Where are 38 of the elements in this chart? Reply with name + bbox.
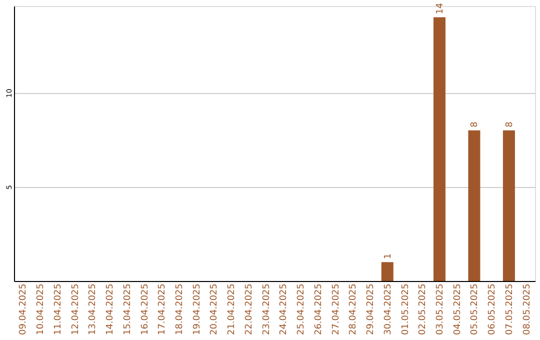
x-tick-label: 20.04.2025	[210, 284, 220, 336]
x-tick-label: 17.04.2025	[158, 284, 168, 336]
x-tick-label: 28.04.2025	[348, 284, 359, 336]
x-tick-label: 27.04.2025	[331, 284, 342, 336]
bar	[433, 17, 446, 281]
x-tick-label: 03.05.2025	[435, 284, 446, 336]
x-tick-label: 24.04.2025	[279, 284, 290, 336]
x-tick-label: 19.04.2025	[192, 284, 202, 336]
x-tick-label: 22.04.2025	[244, 284, 254, 336]
x-tick-label: 16.04.2025	[140, 284, 150, 336]
x-tick-label: 10.04.2025	[36, 284, 46, 336]
x-tick-label: 25.04.2025	[296, 284, 307, 336]
data-label: 8	[504, 121, 515, 128]
x-tick-label: 08.05.2025	[522, 284, 532, 336]
x-tick-label: 04.05.2025	[452, 284, 463, 336]
x-tick-label: 07.05.2025	[504, 284, 515, 336]
x-tick-label: 18.04.2025	[174, 284, 185, 336]
x-tick-label: 30.04.2025	[383, 284, 394, 336]
bar	[381, 262, 394, 281]
x-tick-label: 02.05.2025	[418, 284, 428, 336]
data-label: 1	[383, 253, 394, 260]
x-tick-label: 14.04.2025	[106, 284, 116, 336]
x-tick-label: 12.04.2025	[70, 284, 81, 336]
bar	[502, 130, 515, 281]
x-tick-label: 29.04.2025	[366, 284, 376, 336]
x-tick-label: 01.05.2025	[400, 284, 411, 336]
x-tick-label: 13.04.2025	[88, 284, 98, 336]
x-tick-label: 05.05.2025	[470, 284, 480, 336]
x-tick-label: 11.04.2025	[53, 284, 64, 336]
data-label: 14	[435, 2, 446, 14]
x-tick-label: 09.04.2025	[18, 284, 29, 336]
data-label: 8	[470, 121, 480, 128]
x-tick-label: 15.04.2025	[122, 284, 133, 336]
x-tick-label: 21.04.2025	[227, 284, 238, 336]
x-tick-label: 26.04.2025	[314, 284, 324, 336]
x-tick-label: 23.04.2025	[262, 284, 272, 336]
bar	[468, 130, 480, 281]
x-tick-label: 06.05.2025	[488, 284, 498, 336]
